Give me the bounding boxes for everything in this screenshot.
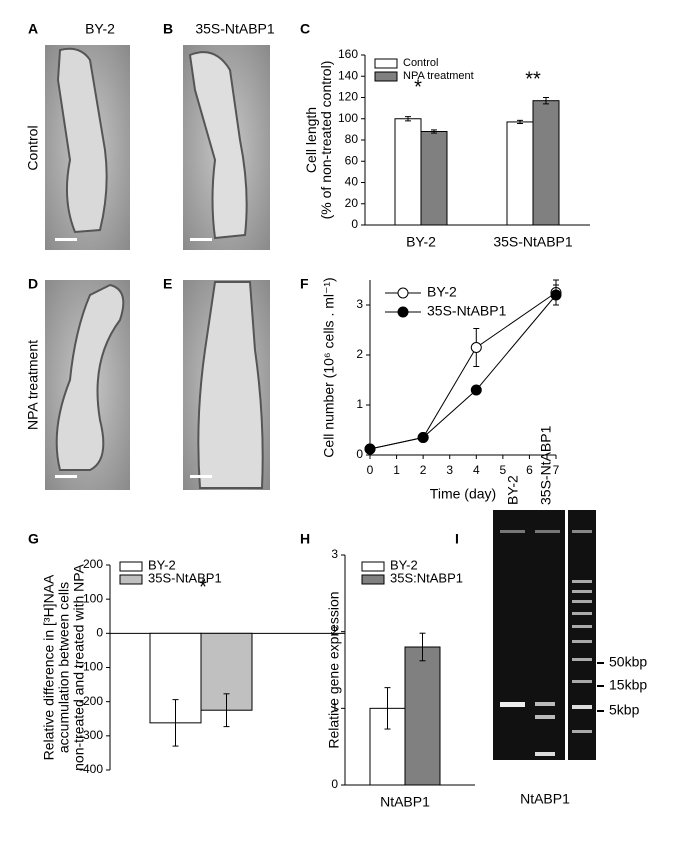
legend-label: NPA treatment xyxy=(403,70,474,82)
row-label: NPA treatment xyxy=(25,340,41,430)
y-tick-label: 160 xyxy=(338,47,358,61)
gel-xlabel: NtABP1 xyxy=(520,791,570,807)
y-tick-label: 1 xyxy=(356,397,363,411)
bar xyxy=(506,121,534,226)
marker-label: 50kbp xyxy=(609,654,647,670)
micrograph-a xyxy=(45,45,130,250)
marker-label: 15kbp xyxy=(609,677,647,693)
y-tick-label: -100 xyxy=(79,660,103,674)
annotation: * xyxy=(414,76,422,98)
y-tick-label: 80 xyxy=(345,132,359,146)
y-axis-label: Cell length xyxy=(303,107,319,173)
y-tick-label: 2 xyxy=(331,624,338,638)
y-axis-label: Relative difference in [³H]NAA xyxy=(41,574,57,760)
point xyxy=(470,384,482,396)
x-tick-label: 1 xyxy=(393,463,400,477)
legend-label: 35S:NtABP1 xyxy=(390,570,463,585)
y-axis-label: non-treated and treated with NPA xyxy=(71,563,87,770)
annotation: ** xyxy=(525,68,541,90)
column-label: BY-2 xyxy=(85,21,115,37)
panel-label: E xyxy=(163,276,172,292)
legend-label: BY-2 xyxy=(390,557,418,572)
row-label: Control xyxy=(25,125,41,170)
y-tick-label: 120 xyxy=(338,90,358,104)
point xyxy=(470,342,482,353)
panel-label: C xyxy=(300,21,310,37)
y-tick-label: -300 xyxy=(79,728,103,742)
y-tick-label: 2 xyxy=(356,347,363,361)
micrograph-d xyxy=(45,280,130,490)
point xyxy=(364,443,376,455)
y-tick-label: 60 xyxy=(345,153,359,167)
annotation: * xyxy=(199,576,207,598)
legend-label: 35S-NtABP1 xyxy=(148,570,222,585)
y-tick-label: 0 xyxy=(331,777,338,791)
micrograph-b xyxy=(183,45,270,250)
y-tick-label: 100 xyxy=(338,111,358,125)
y-tick-label: 0 xyxy=(351,217,358,231)
panel-label: D xyxy=(28,276,38,292)
x-tick-label: 4 xyxy=(473,463,480,477)
panel-label: F xyxy=(300,276,309,292)
panel-label: A xyxy=(28,21,38,37)
panel-label: B xyxy=(163,21,173,37)
x-tick-label: BY-2 xyxy=(406,234,436,250)
y-tick-label: 0 xyxy=(356,447,363,461)
y-axis-label: Relative gene expression xyxy=(326,591,342,748)
marker-label: 5kbp xyxy=(609,702,640,718)
lane-label: 35S-NtABP1 xyxy=(538,425,554,505)
x-tick-label: 6 xyxy=(526,463,533,477)
x-axis-label: Time (day) xyxy=(430,486,496,502)
panel-label: G xyxy=(28,531,39,547)
legend-marker xyxy=(397,306,409,318)
legend-label: BY-2 xyxy=(148,557,176,572)
bar xyxy=(532,100,560,226)
legend-marker xyxy=(397,287,409,299)
legend-label: Control xyxy=(403,57,438,69)
gel-image xyxy=(493,510,604,760)
lane-label: BY-2 xyxy=(505,475,521,505)
legend-swatch xyxy=(119,574,143,585)
x-tick-label: 7 xyxy=(553,463,560,477)
legend-label: BY-2 xyxy=(427,284,457,300)
y-tick-label: 0 xyxy=(96,626,103,640)
x-tick-label: 5 xyxy=(500,463,507,477)
legend-swatch xyxy=(374,58,398,69)
point xyxy=(417,432,429,443)
y-tick-label: 200 xyxy=(83,557,103,571)
column-label: 35S-NtABP1 xyxy=(195,21,275,37)
legend-swatch xyxy=(374,71,398,82)
bar xyxy=(394,118,422,226)
y-tick-label: 40 xyxy=(345,175,359,189)
legend-swatch xyxy=(361,561,385,572)
legend-label: 35S-NtABP1 xyxy=(427,303,507,319)
x-tick-label: NtABP1 xyxy=(380,794,430,810)
y-axis-label: accumulation between cells xyxy=(56,582,72,753)
y-tick-label: 1 xyxy=(331,701,338,715)
series-line xyxy=(369,294,557,450)
panel-label: I xyxy=(455,531,459,547)
y-tick-label: 100 xyxy=(83,591,103,605)
bar xyxy=(420,131,448,226)
y-tick-label: 3 xyxy=(331,547,338,561)
y-axis-label: (% of non-treated control) xyxy=(318,61,334,220)
y-tick-label: 140 xyxy=(338,68,358,82)
y-axis-label: Cell number (10⁶ cells . ml⁻¹) xyxy=(321,277,337,457)
x-tick-label: 2 xyxy=(420,463,427,477)
y-tick-label: -200 xyxy=(79,694,103,708)
legend-swatch xyxy=(361,574,385,585)
panel-label: H xyxy=(300,531,310,547)
legend-swatch xyxy=(119,561,143,572)
y-tick-label: 3 xyxy=(356,297,363,311)
x-tick-label: 0 xyxy=(367,463,374,477)
y-tick-label: -400 xyxy=(79,762,103,776)
x-tick-label: 3 xyxy=(446,463,453,477)
y-tick-label: 20 xyxy=(345,196,359,210)
bar xyxy=(404,646,441,786)
micrograph-e xyxy=(183,280,270,490)
x-tick-label: 35S-NtABP1 xyxy=(493,234,573,250)
point xyxy=(550,289,562,301)
